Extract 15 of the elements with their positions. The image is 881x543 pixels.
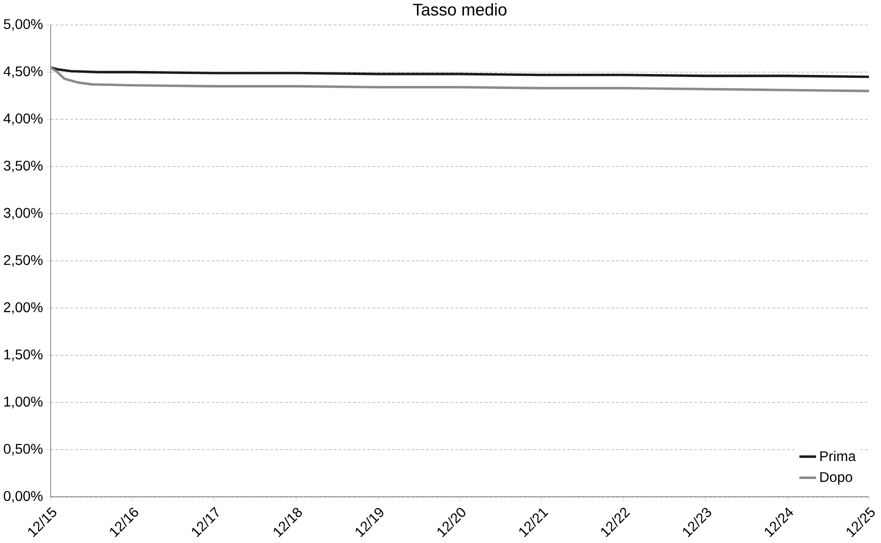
y-tick-label: 0,00% [4,491,43,503]
y-tick-label: 2,50% [4,255,43,267]
y-tick-label: 3,00% [4,208,43,220]
y-tick-label: 4,50% [4,66,43,78]
y-tick-label: 1,50% [4,350,43,362]
y-tick-label: 0,50% [4,444,43,456]
y-tick-label: 2,00% [4,302,43,314]
y-tick-label: 1,00% [4,396,43,408]
line-series [50,66,870,78]
y-tick-label: 4,00% [4,114,43,126]
legend-label: Prima [820,451,856,462]
legend-label: Dopo [820,472,852,485]
y-tick-label: 5,00% [4,19,43,31]
y-tick-label: 3,50% [4,160,43,172]
chart-title: Tasso medio [412,3,506,16]
